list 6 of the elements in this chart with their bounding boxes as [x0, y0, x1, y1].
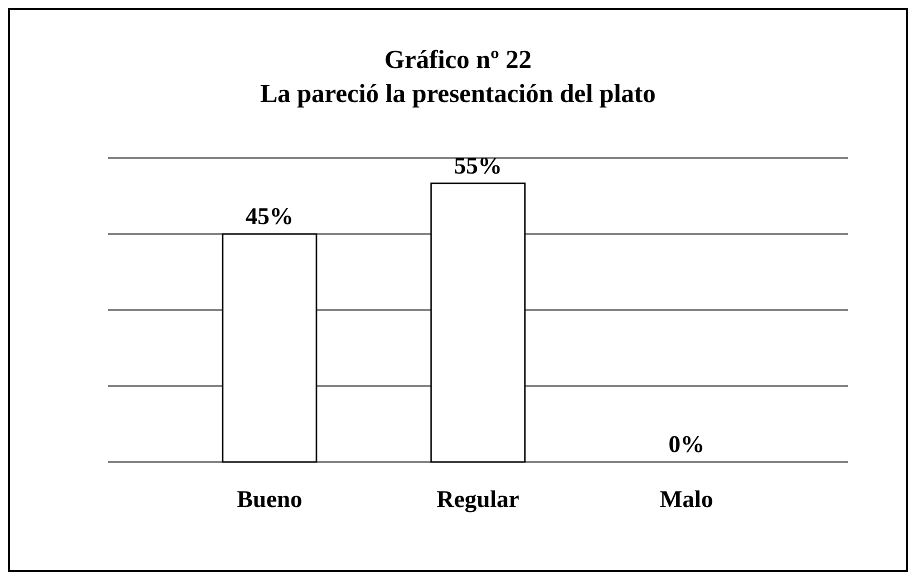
x-tick-label: Malo: [660, 487, 714, 513]
x-tick-label: Bueno: [236, 487, 302, 513]
chart-title: Gráfico nº 22 La pareció la presentación del plato: [260, 45, 656, 108]
x-tick-label: Regular: [436, 487, 520, 513]
data-label: 45%: [246, 204, 294, 230]
data-label: 0%: [668, 432, 704, 458]
